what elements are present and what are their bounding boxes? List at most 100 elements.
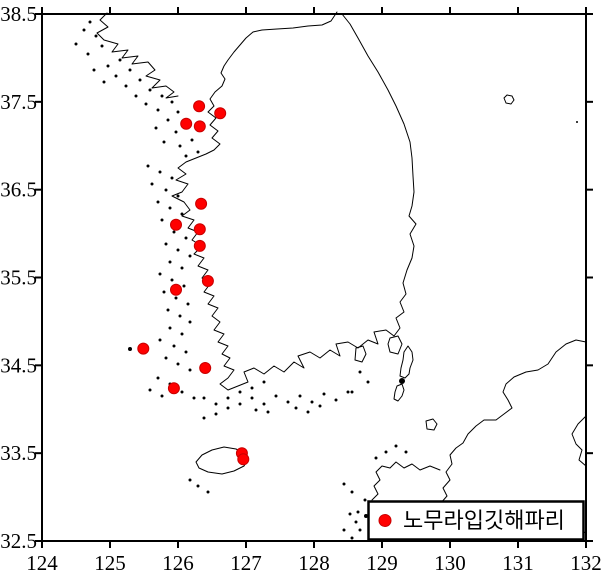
- island-speck: [576, 121, 578, 123]
- jellyfish-data-point: [195, 197, 208, 210]
- island-speck: [358, 370, 362, 374]
- island-speck: [202, 416, 206, 420]
- island-speck: [164, 356, 168, 360]
- island-speck: [176, 194, 180, 198]
- island-speck: [166, 118, 170, 122]
- island-speck: [262, 380, 266, 384]
- x-tick-label: 128: [298, 551, 330, 575]
- island-speck: [214, 402, 218, 406]
- island-speck: [102, 80, 106, 84]
- island-speck: [192, 396, 196, 400]
- island-speck: [254, 408, 258, 412]
- island-speck: [100, 44, 104, 48]
- x-tick-label: 131: [502, 551, 534, 575]
- island-speck: [363, 498, 367, 502]
- island-speck: [188, 320, 192, 324]
- jellyfish-data-point: [170, 218, 182, 231]
- geoje-island-outline: [387, 335, 403, 355]
- island-speck: [186, 302, 190, 306]
- island-speck: [160, 218, 164, 222]
- island-speck: [160, 394, 164, 398]
- legend: 노무라입깃해파리: [367, 500, 585, 541]
- island-speck: [82, 28, 86, 32]
- island-speck: [128, 68, 132, 72]
- jellyfish-data-point: [193, 120, 206, 133]
- jellyfish-data-point: [180, 117, 193, 130]
- island-speck: [162, 290, 166, 294]
- island-speck: [168, 260, 172, 264]
- island-speck: [94, 34, 98, 38]
- jellyfish-points-layer: [137, 100, 250, 466]
- island-speck: [298, 394, 302, 398]
- y-tick-label: 37.5: [0, 90, 37, 114]
- island-speck: [364, 514, 368, 518]
- x-tick-label: 125: [94, 551, 126, 575]
- legend-label: 노무라입깃해파리: [403, 508, 565, 533]
- island-speck: [334, 398, 338, 402]
- island-speck: [226, 396, 230, 400]
- island-speck: [358, 528, 362, 532]
- island-speck: [156, 376, 160, 380]
- island-speck: [74, 42, 78, 46]
- plot-frame: [41, 13, 587, 542]
- island-speck: [138, 78, 142, 82]
- island-speck: [366, 380, 370, 384]
- jellyfish-data-point: [193, 239, 206, 252]
- island-speck: [180, 266, 184, 270]
- y-tick-label: 38.5: [0, 2, 37, 26]
- jellyfish-data-point: [170, 283, 182, 296]
- island-speck: [356, 510, 360, 514]
- y-tick-label: 33.5: [0, 441, 37, 465]
- island-speck: [158, 272, 162, 276]
- island-speck: [162, 140, 166, 144]
- korea-mainland-coast: [171, 11, 417, 391]
- axis-ticks-layer: [35, 7, 593, 548]
- island-speck: [394, 444, 398, 448]
- y-tick-label: 36.5: [0, 178, 37, 202]
- x-tick-label: 127: [230, 551, 262, 575]
- island-speck: [180, 390, 184, 394]
- island-speck: [118, 58, 122, 62]
- island-speck: [134, 94, 138, 98]
- island-speck: [404, 450, 408, 454]
- island-speck: [342, 482, 346, 486]
- jellyfish-data-point: [193, 100, 206, 113]
- island-speck: [190, 138, 194, 142]
- island-speck: [196, 150, 200, 154]
- island-speck: [88, 20, 92, 24]
- island-speck: [176, 362, 180, 366]
- northwest-coast: [96, 12, 179, 99]
- island-speck: [124, 84, 128, 88]
- island-speck: [172, 344, 176, 348]
- island-speck: [399, 378, 405, 384]
- island-speck: [188, 368, 192, 372]
- island-speck: [262, 402, 266, 406]
- island-speck: [206, 490, 210, 494]
- island-speck: [350, 390, 354, 394]
- island-speck: [170, 278, 174, 282]
- x-tick-label: 132: [570, 551, 601, 575]
- island-speck: [144, 102, 148, 106]
- island-speck: [170, 176, 174, 180]
- legend-box: [367, 500, 585, 541]
- island-speck: [214, 412, 218, 416]
- island-speck: [128, 347, 132, 351]
- island-speck: [182, 284, 186, 288]
- island-speck: [154, 126, 158, 130]
- island-speck: [196, 484, 200, 488]
- island-speck: [176, 248, 180, 252]
- island-speck: [164, 188, 168, 192]
- island-speck: [178, 144, 182, 148]
- jellyfish-data-point: [214, 107, 227, 120]
- island-speck: [86, 52, 90, 56]
- legend-marker-icon: [378, 514, 392, 527]
- x-tick-label: 129: [366, 551, 398, 575]
- iki-island-outline: [425, 418, 438, 431]
- island-speck: [274, 394, 278, 398]
- island-speck: [322, 392, 326, 396]
- island-speck: [350, 490, 354, 494]
- island-speck: [106, 64, 110, 68]
- island-speck: [174, 296, 178, 300]
- island-speck: [114, 74, 118, 78]
